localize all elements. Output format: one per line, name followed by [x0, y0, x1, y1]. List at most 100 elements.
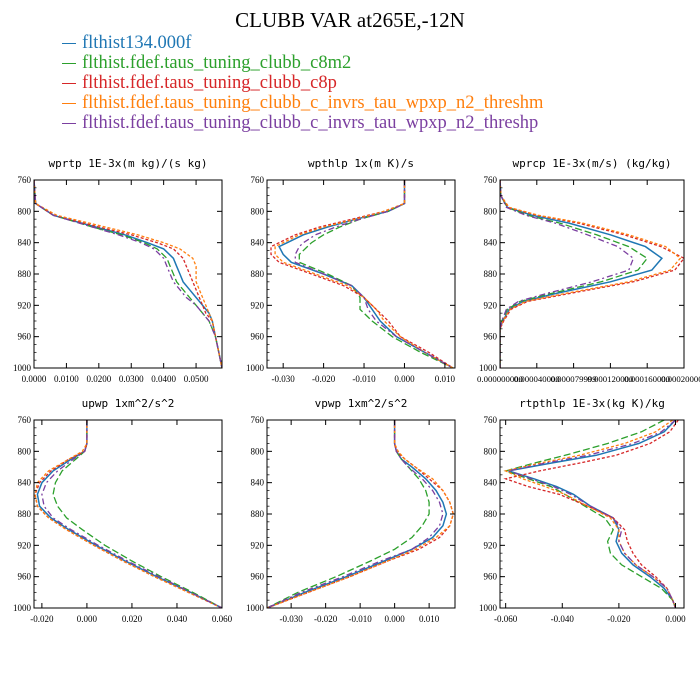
x-tick-label: 0.000079999	[551, 374, 597, 384]
x-tick-label: 0.0000	[22, 374, 47, 384]
y-tick-label: 800	[18, 206, 32, 216]
y-tick-label: 840	[484, 238, 498, 248]
x-tick-label: -0.020	[312, 374, 336, 384]
x-tick-label: -0.010	[349, 614, 373, 624]
y-tick-label: 800	[251, 446, 265, 456]
x-tick-label: -0.020	[30, 614, 54, 624]
y-tick-label: 840	[251, 478, 265, 488]
panel-title: wprcp 1E-3x(m/s) (kg/kg)	[513, 157, 672, 170]
series-line	[34, 180, 222, 368]
y-tick-label: 1000	[479, 603, 498, 613]
legend-label: flthist.fdef.taus_tuning_clubb_c8p	[82, 73, 337, 93]
series-line	[34, 180, 222, 368]
panel-title: wprtp 1E-3x(m kg)/(s kg)	[49, 157, 208, 170]
series-line	[503, 420, 679, 608]
x-tick-label: -0.010	[352, 374, 376, 384]
legend-item: flthist.fdef.taus_tuning_clubb_c8p	[62, 73, 337, 93]
y-tick-label: 1000	[479, 363, 498, 373]
series-line	[52, 420, 222, 608]
y-tick-label: 1000	[246, 363, 265, 373]
y-tick-label: 840	[18, 478, 32, 488]
panel-title: vpwp 1xm^2/s^2	[315, 397, 408, 410]
series-line	[270, 180, 454, 368]
plot-frame	[33, 419, 223, 609]
y-tick-label: 840	[18, 238, 32, 248]
series-line	[267, 420, 454, 608]
series-line	[274, 180, 454, 368]
x-tick-label: 0.010	[435, 374, 456, 384]
series-line	[500, 180, 684, 368]
legend-item: flthist.fdef.taus_tuning_clubb_c_invrs_t…	[62, 113, 538, 133]
x-tick-label: 0.040	[167, 614, 188, 624]
y-tick-label: 880	[484, 269, 498, 279]
page-title: CLUBB VAR at265E,-12N	[235, 8, 465, 32]
x-tick-label: 0.000160000	[624, 374, 670, 384]
legend-item: flthist.fdef.taus_tuning_clubb_c_invrs_t…	[62, 93, 543, 113]
legend-line-icon	[62, 43, 76, 45]
series-line	[500, 180, 635, 368]
y-tick-label: 920	[484, 300, 498, 310]
y-tick-label: 760	[484, 415, 498, 425]
panel-title: wpthlp 1x(m K)/s	[308, 157, 414, 170]
x-tick-label: 0.0200	[86, 374, 111, 384]
y-tick-label: 840	[484, 478, 498, 488]
y-tick-label: 800	[18, 446, 32, 456]
x-tick-label: 0.000	[385, 614, 406, 624]
series-line	[267, 420, 448, 608]
x-tick-label: 0.020	[122, 614, 143, 624]
series-line	[278, 180, 454, 368]
y-tick-label: 760	[18, 415, 32, 425]
y-tick-label: 960	[251, 332, 265, 342]
plot-frame	[266, 179, 456, 369]
legend-label: flthist.fdef.taus_tuning_clubb_c_invrs_t…	[82, 93, 544, 113]
y-tick-label: 960	[18, 572, 32, 582]
y-tick-label: 800	[484, 206, 498, 216]
y-tick-label: 1000	[13, 363, 32, 373]
x-tick-label: -0.060	[494, 614, 518, 624]
legend-item: flthist.fdef.taus_tuning_clubb_c8m2	[62, 53, 351, 73]
y-tick-label: 920	[484, 540, 498, 550]
x-tick-label: -0.020	[314, 614, 338, 624]
legend-line-icon	[62, 63, 76, 65]
series-line	[508, 420, 677, 608]
x-tick-label: 0.000000000	[477, 374, 523, 384]
series-line	[500, 180, 682, 368]
series-line	[500, 180, 649, 368]
series-line	[294, 180, 454, 368]
y-tick-label: 960	[251, 572, 265, 582]
y-tick-label: 760	[484, 175, 498, 185]
x-tick-label: 0.010	[419, 614, 440, 624]
legend-label: flthist.fdef.taus_tuning_clubb_c_invrs_t…	[82, 113, 539, 133]
series-line	[34, 180, 222, 368]
legend-label: flthist.fdef.taus_tuning_clubb_c8m2	[82, 53, 352, 73]
series-line	[34, 420, 222, 608]
y-tick-label: 1000	[246, 603, 265, 613]
y-tick-label: 920	[251, 540, 265, 550]
y-tick-label: 960	[18, 332, 32, 342]
series-line	[34, 180, 222, 368]
chart-panel: wpthlp 1x(m K)/s 760 800 840 880 920 960 1000 -0…	[246, 157, 456, 384]
y-tick-label: 880	[251, 509, 265, 519]
series-line	[34, 180, 222, 368]
y-tick-label: 960	[484, 332, 498, 342]
series-line	[500, 180, 664, 368]
y-tick-label: 800	[251, 206, 265, 216]
x-tick-label: -0.030	[280, 614, 304, 624]
x-tick-label: -0.020	[607, 614, 631, 624]
y-tick-label: 760	[251, 415, 265, 425]
legend-line-icon	[62, 123, 76, 125]
legend-line-icon	[62, 103, 76, 105]
plot-frame	[266, 419, 456, 609]
chart-panel: wprtp 1E-3x(m kg)/(s kg) 760 800 840 880 920 9…	[13, 157, 223, 384]
series-line	[506, 420, 677, 608]
x-tick-label: 0.0300	[119, 374, 144, 384]
x-tick-label: 0.000	[394, 374, 415, 384]
x-tick-label: 0.000040000	[514, 374, 560, 384]
x-tick-label: 0.000200000	[661, 374, 700, 384]
y-tick-label: 1000	[13, 603, 32, 613]
x-tick-label: 0.000	[665, 614, 686, 624]
series-line	[267, 420, 454, 608]
y-tick-label: 880	[18, 509, 32, 519]
y-tick-label: 760	[18, 175, 32, 185]
x-tick-label: 0.0500	[184, 374, 209, 384]
